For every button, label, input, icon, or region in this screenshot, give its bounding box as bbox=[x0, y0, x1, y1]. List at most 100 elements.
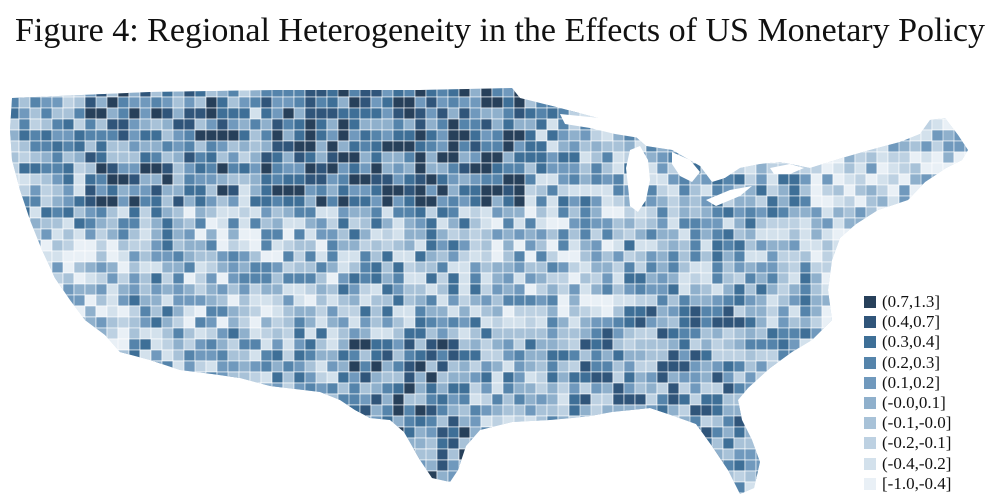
county-cell bbox=[40, 283, 64, 296]
county-cell bbox=[667, 184, 680, 197]
county-cell bbox=[10, 470, 20, 483]
county-cell bbox=[29, 107, 42, 120]
county-cell bbox=[799, 96, 812, 109]
county-cell bbox=[84, 294, 97, 307]
county-cell bbox=[150, 151, 163, 164]
county-cell bbox=[106, 415, 130, 428]
county-cell bbox=[524, 162, 537, 175]
county-cell bbox=[634, 470, 647, 483]
county-cell bbox=[205, 88, 218, 98]
county-cell bbox=[62, 481, 86, 494]
county-cell bbox=[601, 349, 614, 362]
county-cell bbox=[887, 118, 900, 131]
county-cell bbox=[194, 294, 207, 307]
county-cell bbox=[414, 162, 427, 175]
county-cell bbox=[788, 492, 801, 494]
county-cell bbox=[40, 118, 53, 131]
county-cell bbox=[282, 272, 295, 285]
county-cell bbox=[62, 283, 75, 296]
county-cell bbox=[40, 162, 53, 175]
county-cell bbox=[788, 404, 812, 417]
county-cell bbox=[557, 96, 570, 109]
county-cell bbox=[535, 294, 548, 307]
county-cell bbox=[260, 437, 284, 450]
county-cell bbox=[95, 404, 108, 417]
county-cell bbox=[931, 140, 944, 153]
county-cell bbox=[909, 162, 922, 175]
county-cell bbox=[755, 305, 768, 318]
county-cell bbox=[249, 162, 262, 175]
county-cell bbox=[381, 305, 394, 318]
county-cell bbox=[579, 492, 603, 494]
county-cell bbox=[491, 338, 504, 351]
county-cell bbox=[95, 250, 108, 263]
county-cell bbox=[315, 426, 339, 439]
county-cell bbox=[10, 283, 20, 296]
county-cell bbox=[524, 393, 537, 406]
county-cell bbox=[304, 393, 317, 406]
county-cell bbox=[623, 294, 636, 307]
county-cell bbox=[535, 173, 548, 186]
county-cell bbox=[821, 118, 834, 131]
county-cell bbox=[755, 393, 768, 406]
county-cell bbox=[810, 173, 823, 186]
county-cell bbox=[700, 294, 713, 307]
county-cell bbox=[238, 88, 251, 98]
county-cell bbox=[964, 88, 968, 98]
county-cell bbox=[260, 272, 273, 285]
county-cell bbox=[337, 118, 350, 131]
county-cell bbox=[238, 239, 251, 252]
county-cell bbox=[810, 283, 823, 296]
county-cell bbox=[678, 316, 691, 329]
county-cell bbox=[392, 140, 405, 153]
county-cell bbox=[810, 470, 823, 483]
county-cell bbox=[260, 470, 273, 483]
county-cell bbox=[491, 206, 504, 219]
county-cell bbox=[106, 492, 119, 494]
county-cell bbox=[590, 459, 614, 472]
county-cell bbox=[304, 107, 317, 120]
county-cell bbox=[557, 448, 570, 461]
county-cell bbox=[282, 404, 295, 417]
county-cell bbox=[810, 140, 823, 153]
county-cell bbox=[392, 118, 405, 131]
county-cell bbox=[788, 305, 801, 318]
county-cell bbox=[425, 206, 438, 219]
county-cell bbox=[678, 88, 702, 98]
county-cell bbox=[293, 107, 306, 120]
county-cell bbox=[612, 107, 625, 120]
county-cell bbox=[249, 316, 262, 329]
legend-swatch bbox=[864, 336, 876, 349]
county-cell bbox=[524, 195, 537, 208]
county-cell bbox=[557, 393, 570, 406]
county-cell bbox=[293, 448, 306, 461]
county-cell bbox=[359, 173, 372, 186]
county-cell bbox=[249, 217, 262, 230]
county-cell bbox=[304, 206, 317, 219]
county-cell bbox=[579, 283, 592, 296]
county-cell bbox=[249, 140, 262, 153]
county-cell bbox=[876, 217, 900, 230]
county-cell bbox=[51, 294, 64, 307]
county-cell bbox=[546, 492, 559, 494]
county-cell bbox=[843, 118, 867, 131]
county-cell bbox=[909, 261, 922, 274]
county-cell bbox=[513, 184, 526, 197]
county-cell bbox=[810, 360, 823, 373]
county-cell bbox=[216, 283, 229, 296]
county-cell bbox=[436, 151, 449, 164]
county-cell bbox=[513, 272, 526, 285]
county-cell bbox=[832, 107, 845, 120]
county-cell bbox=[810, 448, 823, 461]
county-cell bbox=[73, 173, 86, 186]
county-cell bbox=[854, 88, 867, 98]
county-cell bbox=[29, 316, 53, 329]
county-cell bbox=[337, 283, 350, 296]
county-cell bbox=[832, 129, 856, 142]
county-cell bbox=[700, 283, 713, 296]
county-cell bbox=[436, 239, 449, 252]
county-cell bbox=[84, 360, 97, 373]
county-cell bbox=[238, 437, 251, 450]
legend-item: (0.3,0.4] bbox=[864, 332, 994, 352]
county-cell bbox=[227, 437, 240, 450]
